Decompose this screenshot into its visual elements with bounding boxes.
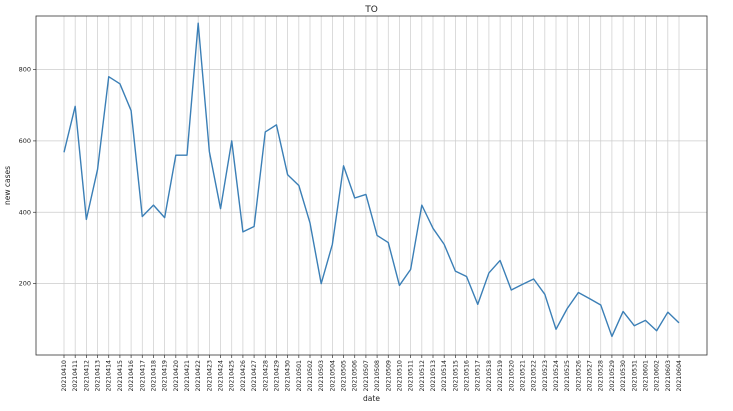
x-tick-label: 20210421: [184, 360, 191, 392]
y-tick-label: 400: [19, 208, 31, 216]
x-tick-label: 20210410: [61, 360, 68, 392]
x-tick-label: 20210422: [195, 360, 202, 392]
x-tick-label: 20210515: [452, 360, 459, 392]
x-tick-label: 20210420: [173, 360, 180, 392]
x-tick-label: 20210531: [631, 360, 638, 392]
x-tick-label: 20210524: [553, 360, 560, 392]
x-tick-label: 20210523: [542, 360, 549, 392]
x-tick-label: 20210604: [676, 360, 683, 392]
series-line: [63, 22, 680, 338]
x-tick-label: 20210520: [508, 360, 515, 392]
x-tick-label: 20210513: [430, 360, 437, 392]
x-tick-label: 20210519: [497, 360, 504, 392]
x-tick-label: 20210527: [587, 360, 594, 392]
x-tick-label: 20210506: [352, 360, 359, 392]
x-tick-label: 20210501: [296, 360, 303, 392]
x-tick-label: 20210411: [72, 360, 79, 392]
y-tick-label: 600: [19, 137, 31, 145]
x-tick-label: 20210417: [139, 360, 146, 392]
x-tick-label: 20210517: [475, 360, 482, 392]
x-tick-label: 20210601: [642, 360, 649, 392]
x-tick-label: 20210530: [620, 360, 627, 392]
x-tick-label: 20210423: [206, 360, 213, 392]
x-tick-label: 20210414: [106, 360, 113, 392]
chart-title: TO: [364, 5, 378, 15]
x-tick-label: 20210522: [531, 360, 538, 392]
x-tick-label: 20210509: [385, 360, 392, 392]
x-tick-label: 20210602: [654, 360, 661, 392]
x-tick-label: 20210510: [396, 360, 403, 392]
series-layer: [63, 22, 680, 338]
x-tick-label: 20210514: [441, 360, 448, 392]
x-tick-label: 20210415: [117, 360, 124, 392]
x-tick-label: 20210516: [464, 360, 471, 392]
x-tick-label: 20210502: [307, 360, 314, 392]
y-axis-label: new cases: [3, 166, 12, 205]
x-tick-label: 20210518: [486, 360, 493, 392]
x-tick-label: 20210413: [95, 360, 102, 392]
x-tick-label: 20210503: [318, 360, 325, 392]
x-tick-label: 20210430: [285, 360, 292, 392]
x-tick-label: 20210419: [162, 360, 169, 392]
x-axis: 20210410 20210411 20210412 20210413 20210414…: [61, 355, 683, 392]
y-axis: 200 400 600 800: [19, 66, 36, 288]
y-tick-label: 800: [19, 66, 31, 74]
x-tick-label: 20210418: [150, 360, 157, 392]
x-tick-label: 20210508: [374, 360, 381, 392]
x-tick-label: 20210412: [83, 360, 90, 392]
x-tick-label: 20210507: [363, 360, 370, 392]
grid: [36, 16, 707, 355]
x-tick-label: 20210511: [408, 360, 415, 392]
x-tick-label: 20210424: [218, 360, 225, 392]
x-tick-label: 20210504: [329, 360, 336, 392]
x-tick-label: 20210512: [419, 360, 426, 392]
x-tick-label: 20210521: [519, 360, 526, 392]
x-tick-label: 20210525: [564, 360, 571, 392]
y-tick-label: 200: [19, 280, 31, 288]
x-tick-label: 20210505: [341, 360, 348, 392]
x-tick-label: 20210426: [240, 360, 247, 392]
plot-frame: [35, 15, 708, 356]
x-tick-label: 20210526: [575, 360, 582, 392]
x-tick-label: 20210425: [229, 360, 236, 392]
x-tick-label: 20210428: [262, 360, 269, 392]
x-tick-label: 20210427: [251, 360, 258, 392]
x-tick-label: 20210603: [665, 360, 672, 392]
x-tick-label: 20210529: [609, 360, 616, 392]
x-tick-label: 20210429: [273, 360, 280, 392]
x-tick-label: 20210528: [598, 360, 605, 392]
x-axis-label: date: [363, 394, 380, 403]
x-tick-label: 20210416: [128, 360, 135, 392]
